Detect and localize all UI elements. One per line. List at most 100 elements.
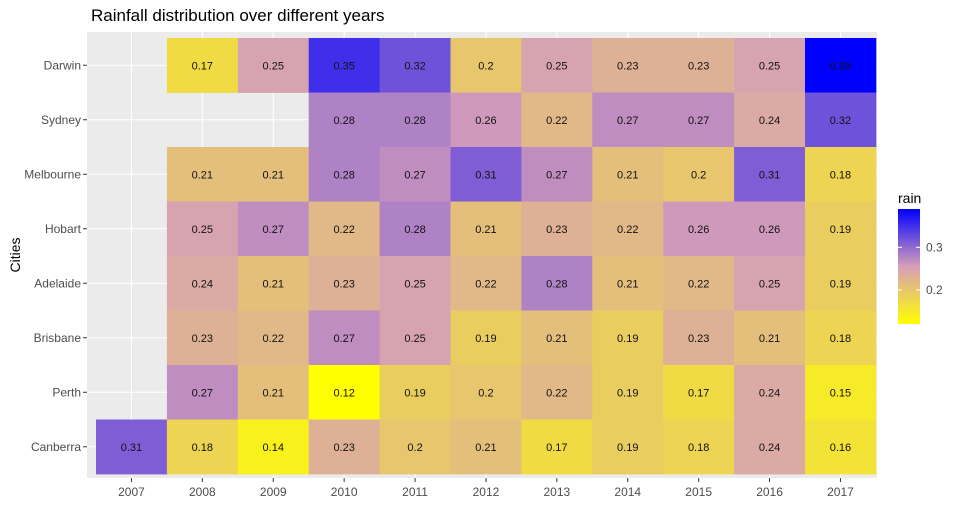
- cell-value-label: 0.19: [475, 333, 496, 345]
- heatmap-cell: [521, 419, 593, 475]
- heatmap-cell: [166, 201, 239, 257]
- cell-value-label: 0.17: [546, 442, 567, 454]
- cell-value-label: 0.21: [475, 224, 496, 236]
- y-tick-label: Hobart: [45, 222, 82, 236]
- heatmap-cell: [663, 201, 735, 257]
- cell-value-label: 0.21: [263, 169, 284, 181]
- heatmap-cell: [521, 38, 593, 93]
- heatmap-cell: [166, 365, 239, 420]
- heatmap-cell: [237, 201, 310, 257]
- cell-value-label: 0.27: [617, 115, 638, 127]
- cell-value-label: 0.18: [192, 442, 213, 454]
- cell-value-label: 0.12: [333, 387, 354, 399]
- heatmap-cell: [592, 419, 664, 475]
- cell-value-label: 0.2: [407, 442, 422, 454]
- cell-value-label: 0.26: [688, 224, 709, 236]
- cell-value-label: 0.21: [192, 169, 213, 181]
- heatmap-cell: [805, 256, 877, 311]
- heatmap-cell: [734, 92, 806, 148]
- heatmap-cell: [521, 365, 593, 420]
- cell-value-label: 0.24: [759, 442, 780, 454]
- cell-value-label: 0.15: [830, 387, 851, 399]
- heatmap-cell: [805, 38, 877, 93]
- cell-value-label: 0.22: [333, 224, 354, 236]
- heatmap-cell: [308, 256, 380, 311]
- heatmap-cell: [379, 256, 451, 311]
- heatmap-cell: [379, 310, 451, 366]
- y-tick-label: Brisbane: [34, 331, 82, 345]
- cell-value-label: 0.19: [404, 387, 425, 399]
- cell-value-label: 0.28: [333, 169, 354, 181]
- x-tick-label: 2008: [189, 485, 216, 499]
- heatmap-cell: [237, 147, 310, 202]
- heatmap-cell: [166, 419, 239, 475]
- legend-break-label: 0.3: [926, 240, 943, 254]
- cell-value-label: 0.2: [478, 387, 493, 399]
- cell-value-label: 0.27: [546, 169, 567, 181]
- heatmap-cell: [450, 201, 522, 257]
- heatmap-cell: [734, 38, 806, 93]
- cell-value-label: 0.23: [688, 333, 709, 345]
- heatmap-cell: [237, 256, 310, 311]
- heatmap-cell: [237, 38, 310, 93]
- heatmap-cell: [805, 365, 877, 420]
- cell-value-label: 0.19: [617, 333, 638, 345]
- cell-value-label: 0.2: [691, 169, 706, 181]
- cell-value-label: 0.26: [759, 224, 780, 236]
- cell-value-label: 0.25: [546, 60, 567, 72]
- x-tick-label: 2007: [118, 485, 145, 499]
- x-tick-label: 2012: [473, 485, 500, 499]
- heatmap-cell: [592, 92, 664, 148]
- cell-value-label: 0.25: [404, 278, 425, 290]
- heatmap-cell: [663, 256, 735, 311]
- cell-value-label: 0.14: [263, 442, 284, 454]
- cell-value-label: 0.22: [617, 224, 638, 236]
- heatmap-cell: [592, 310, 664, 366]
- heatmap-cell: [450, 365, 522, 420]
- cell-value-label: 0.27: [404, 169, 425, 181]
- heatmap-cell: [166, 147, 239, 202]
- cell-value-label: 0.22: [546, 387, 567, 399]
- cell-value-label: 0.24: [759, 387, 780, 399]
- cell-value-label: 0.27: [688, 115, 709, 127]
- cell-value-label: 0.22: [475, 278, 496, 290]
- cell-value-label: 0.26: [475, 115, 496, 127]
- cell-value-label: 0.21: [263, 278, 284, 290]
- x-tick-label: 2014: [614, 485, 641, 499]
- cell-value-label: 0.16: [830, 442, 851, 454]
- legend-color-bar: [898, 209, 920, 324]
- cell-value-label: 0.25: [192, 224, 213, 236]
- x-tick-label: 2011: [402, 485, 428, 499]
- cell-value-label: 0.23: [688, 60, 709, 72]
- heatmap-cell: [450, 419, 522, 475]
- cell-value-label: 0.21: [617, 169, 638, 181]
- heatmap-cell: [734, 201, 806, 257]
- cell-value-label: 0.24: [759, 115, 780, 127]
- heatmap-cell: [663, 365, 735, 420]
- cell-value-label: 0.22: [263, 333, 284, 345]
- heatmap-cell: [734, 365, 806, 420]
- cell-value-label: 0.23: [617, 60, 638, 72]
- heatmap-cell: [734, 256, 806, 311]
- heatmap-cell: [734, 419, 806, 475]
- cell-value-label: 0.17: [688, 387, 709, 399]
- heatmap-cell: [379, 147, 451, 202]
- heatmap-cell: [592, 256, 664, 311]
- cell-value-label: 0.31: [121, 442, 142, 454]
- cell-value-label: 0.28: [546, 278, 567, 290]
- heatmap-cell: [663, 419, 735, 475]
- heatmap-cell: [308, 419, 380, 475]
- chart-title: Rainfall distribution over different yea…: [91, 6, 385, 25]
- heatmap-cell: [521, 310, 593, 366]
- cell-value-label: 0.25: [263, 60, 284, 72]
- heatmap-cell: [592, 365, 664, 420]
- heatmap-cell: [663, 92, 735, 148]
- cell-value-label: 0.21: [475, 442, 496, 454]
- heatmap-cell: [663, 310, 735, 366]
- cell-value-label: 0.19: [830, 224, 851, 236]
- heatmap-cell: [592, 147, 664, 202]
- cell-value-label: 0.32: [404, 60, 425, 72]
- heatmap-cell: [379, 38, 451, 93]
- cell-value-label: 0.23: [192, 333, 213, 345]
